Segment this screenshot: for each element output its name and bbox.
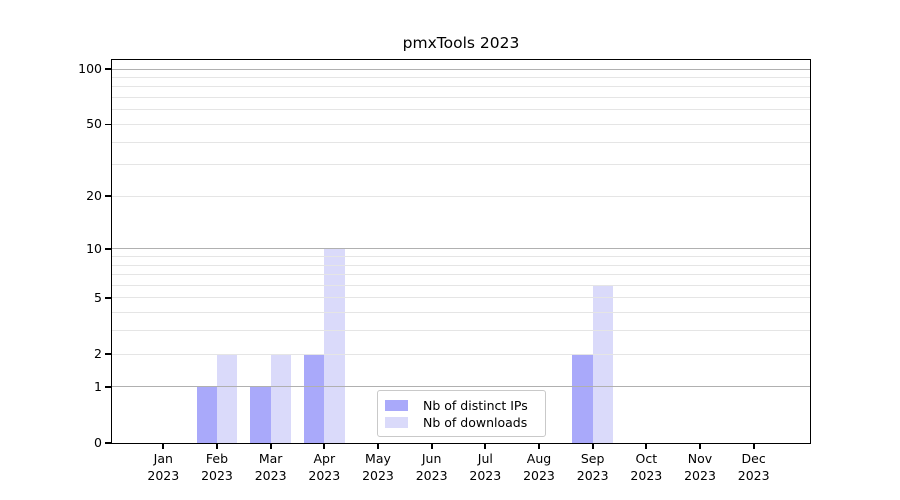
gridlines-layer: [112, 60, 810, 443]
x-axis-tick: [699, 443, 701, 449]
legend-label-downloads: Nb of downloads: [423, 414, 528, 430]
y-axis-tick-label: 1: [94, 378, 102, 394]
legend-item-downloads: Nb of downloads: [385, 414, 537, 430]
legend-swatch-downloads: [385, 416, 408, 428]
x-axis-tick-label: Jan 2023: [147, 451, 180, 483]
y-axis-tick: [105, 442, 112, 444]
x-axis-tick-label: Jun 2023: [415, 451, 448, 483]
minor-gridline: [112, 284, 810, 286]
y-axis-tick-label: 100: [78, 61, 102, 77]
y-axis-tick: [105, 385, 112, 388]
legend: Nb of distinct IPs Nb of downloads: [377, 390, 546, 437]
x-axis-tick-label: Apr 2023: [308, 451, 341, 483]
x-axis-tick-label: Oct 2023: [630, 451, 663, 483]
x-axis-tick: [430, 443, 433, 449]
y-axis-tick: [105, 296, 112, 299]
x-axis-tick: [323, 443, 326, 449]
minor-gridline: [112, 123, 810, 125]
bar-apr-downloads: [324, 248, 345, 443]
minor-gridline: [112, 264, 810, 266]
y-axis-tick: [105, 68, 112, 70]
bar-feb-downloads: [216, 354, 238, 443]
bar-mar-distinct-ips: [250, 386, 271, 443]
x-axis-tick: [645, 443, 648, 449]
y-axis-tick-label: 2: [94, 346, 102, 361]
x-axis-tick: [752, 443, 755, 449]
x-axis-tick: [377, 443, 379, 449]
x-axis-tick: [591, 443, 594, 449]
x-axis-tick-label: Nov 2023: [684, 451, 716, 483]
x-axis-tick: [538, 443, 540, 449]
minor-gridline: [112, 274, 810, 276]
x-axis-tick-label: Mar 2023: [254, 451, 287, 483]
major-gridline: [112, 248, 810, 250]
plot-area: 0 1 2 5 10 20 50 100 Jan 2023 Feb 2023 Mar 2023 Apr…: [78, 59, 811, 483]
y-axis-tick-label: 0: [94, 435, 102, 450]
bar-feb-distinct-ips: [196, 386, 217, 443]
minor-gridline: [112, 141, 810, 143]
x-axis-tick-label: Dec 2023: [737, 451, 770, 483]
bar-apr-distinct-ips: [303, 354, 325, 443]
minor-gridline: [112, 353, 810, 355]
minor-gridline: [112, 312, 810, 314]
y-axis-tick: [105, 353, 112, 355]
x-axis-tick: [484, 443, 487, 449]
x-axis-tick: [162, 443, 165, 449]
bar-sep-distinct-ips: [572, 354, 593, 443]
bars-layer: [112, 60, 810, 443]
chart-title: pmxTools 2023: [402, 34, 520, 52]
major-gridline: [112, 386, 810, 388]
y-axis-tick: [105, 195, 112, 198]
minor-gridline: [112, 97, 810, 99]
y-axis-tick-label: 50: [86, 116, 102, 132]
bar-sep-downloads: [592, 285, 614, 443]
ticks-layer: 0 1 2 5 10 20 50 100 Jan 2023 Feb 2023 Mar 2023 Apr…: [78, 60, 810, 483]
minor-gridline: [112, 330, 810, 332]
y-axis-tick: [105, 247, 112, 250]
y-axis-tick-label: 5: [94, 289, 102, 305]
legend-item-distinct-ips: Nb of distinct IPs: [385, 397, 537, 413]
x-axis-tick-label: May 2023: [362, 451, 394, 483]
y-axis-tick: [105, 123, 112, 126]
minor-gridline: [112, 255, 810, 257]
minor-gridline: [112, 164, 810, 166]
minor-gridline: [112, 77, 810, 79]
minor-gridline: [112, 297, 810, 299]
x-axis-tick-label: Sep 2023: [576, 451, 609, 483]
minor-gridline: [112, 86, 810, 88]
legend-label-distinct-ips: Nb of distinct IPs: [423, 397, 528, 413]
x-axis-tick-label: Aug 2023: [523, 451, 555, 483]
x-axis-tick: [216, 443, 218, 449]
x-axis-tick: [269, 443, 272, 449]
major-gridline: [112, 68, 810, 70]
bar-mar-downloads: [270, 354, 292, 443]
y-axis-tick-label: 20: [86, 188, 102, 204]
x-axis-tick-label: Feb 2023: [201, 451, 233, 483]
x-axis-tick-label: Jul 2023: [469, 451, 502, 483]
minor-gridline: [112, 195, 810, 197]
legend-swatch-distinct-ips: [385, 399, 408, 411]
minor-gridline: [112, 109, 810, 111]
y-axis-tick-label: 10: [86, 240, 102, 256]
